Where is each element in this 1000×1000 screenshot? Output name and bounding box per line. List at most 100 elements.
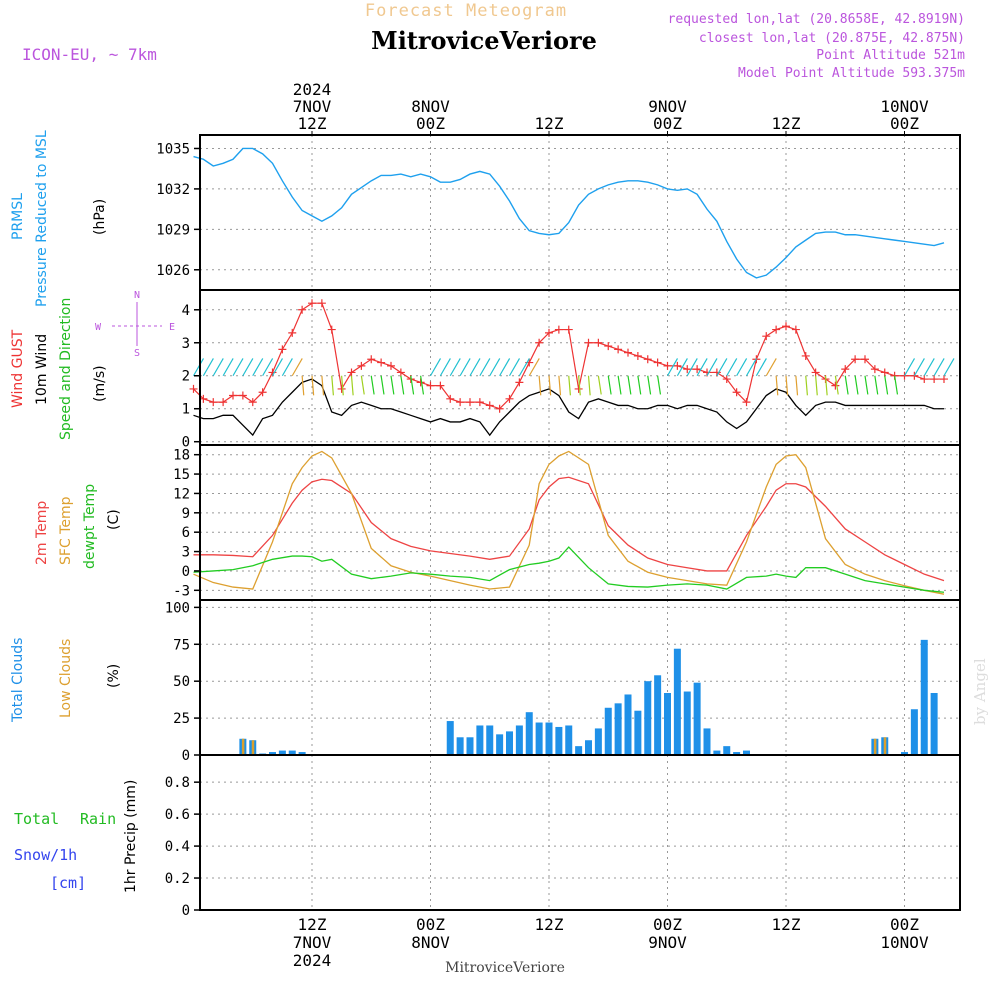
wind-arrow [252, 358, 264, 377]
temp-label-2m: 2m Temp [34, 501, 50, 565]
gust-marker [742, 398, 751, 407]
wind-arrow [350, 375, 354, 396]
gust-marker [436, 381, 445, 390]
wind-arrow [538, 375, 542, 396]
total-cloud-bar [565, 725, 573, 755]
gust-marker [841, 365, 850, 374]
wind-arrow [587, 375, 591, 396]
bottom-time-label: 2024 [293, 951, 332, 970]
total-cloud-bar [575, 746, 583, 755]
requested-coords: requested lon,lat (20.8658E, 42.8919N) [668, 12, 965, 27]
wind-line [193, 378, 944, 437]
precip-unit: 1hr Precip (mm) [123, 780, 139, 893]
wind-arrow [390, 375, 395, 395]
total-cloud-bar [456, 737, 464, 755]
top-time-label: 9NOV [648, 97, 687, 116]
top-time-label: 00Z [890, 114, 919, 133]
gust-marker [298, 305, 307, 314]
precip-tick-label: 0 [182, 903, 190, 919]
gust-marker [495, 404, 504, 413]
temp-label-sfc: SFC Temp [58, 496, 74, 565]
total-cloud-bar [496, 734, 504, 755]
model-altitude: Model Point Altitude 593.375m [738, 66, 965, 81]
precip-label-total: Total [14, 810, 59, 828]
bottom-time-label: 7NOV [293, 933, 332, 952]
wind-tick-label: 0 [182, 435, 190, 451]
total-cloud-bar [624, 694, 632, 755]
gust-marker [604, 342, 613, 351]
wind-arrow [765, 358, 777, 377]
wind-tick-label: 2 [182, 369, 190, 385]
temp-tick-label: 9 [182, 506, 190, 522]
gust-marker [545, 328, 553, 337]
pressure-tick-label: 1032 [156, 182, 190, 198]
dewpt-line [193, 546, 945, 593]
gust-marker [209, 398, 218, 407]
total-cloud-bar [703, 728, 711, 755]
temp-tick-label: 6 [182, 525, 190, 541]
gust-marker [851, 355, 860, 364]
temp-tick-label: 18 [173, 448, 190, 464]
wind-arrow [795, 375, 799, 396]
temp-tick-label: 12 [173, 486, 190, 502]
grid-layer [200, 135, 960, 911]
wind-arrow [558, 375, 562, 396]
wind-arrow [429, 358, 442, 377]
wind-arrow [578, 375, 581, 396]
gust-marker [426, 381, 435, 390]
total-cloud-bar [683, 691, 691, 755]
pressure-tick-label: 1029 [156, 222, 190, 238]
panel-frame-clouds [199, 599, 961, 756]
wind-arrow [617, 375, 622, 395]
wind-arrow [202, 358, 214, 377]
total-cloud-bar [594, 728, 602, 755]
wind-arrow [311, 375, 315, 396]
pressure-tick-label: 1035 [156, 141, 190, 157]
wind-arrow [479, 358, 491, 377]
total-cloud-bar [298, 752, 306, 755]
total-cloud-bar [585, 740, 592, 755]
wind-arrow [933, 358, 945, 377]
wind-arrow [232, 358, 244, 377]
gust-marker [229, 391, 237, 400]
wind-arrow [301, 375, 305, 396]
temp-tick-label: 3 [182, 545, 190, 561]
gust-marker [456, 398, 465, 407]
closest-coords: closest lon,lat (20.875E, 42.875N) [699, 31, 965, 46]
wind-arrow [568, 375, 571, 396]
wind-tick-label: 4 [182, 303, 190, 319]
wind-arrow [489, 358, 501, 377]
panel-frame-temperature [199, 444, 961, 601]
wind-arrow [459, 358, 471, 377]
wind-arrow [331, 375, 334, 396]
compass-south: S [134, 348, 140, 359]
wind-arrow [400, 375, 405, 395]
total-cloud-bar [743, 750, 750, 755]
gust-marker [554, 325, 563, 334]
wind-arrow [666, 358, 679, 377]
gust-marker [722, 375, 731, 384]
precip-label-cm: [cm] [50, 874, 86, 892]
wind-label-direction: Speed and Direction [58, 298, 74, 440]
compass-west: W [95, 322, 102, 333]
gust-marker [624, 348, 632, 357]
total-cloud-bar [604, 707, 612, 755]
top-time-label: 12Z [535, 114, 564, 133]
gust-marker [732, 388, 741, 397]
pressure-label-msl: Pressure Reduced to MSL [34, 130, 50, 307]
wind-arrow [360, 375, 365, 395]
gust-marker [258, 388, 267, 397]
gust-marker [308, 299, 316, 308]
gust-marker [900, 371, 909, 380]
wind-arrow [212, 358, 224, 377]
total-cloud-bar [673, 648, 681, 755]
temp-tick-label: 15 [173, 467, 190, 483]
wind-arrow [420, 375, 425, 395]
gust-marker [446, 394, 455, 403]
bottom-time-label: 00Z [416, 915, 445, 934]
gust-marker [772, 325, 781, 334]
series-layer [189, 147, 955, 755]
top-time-label: 12Z [772, 114, 801, 133]
wind-arrow [913, 358, 925, 377]
wind-arrow [242, 358, 254, 377]
